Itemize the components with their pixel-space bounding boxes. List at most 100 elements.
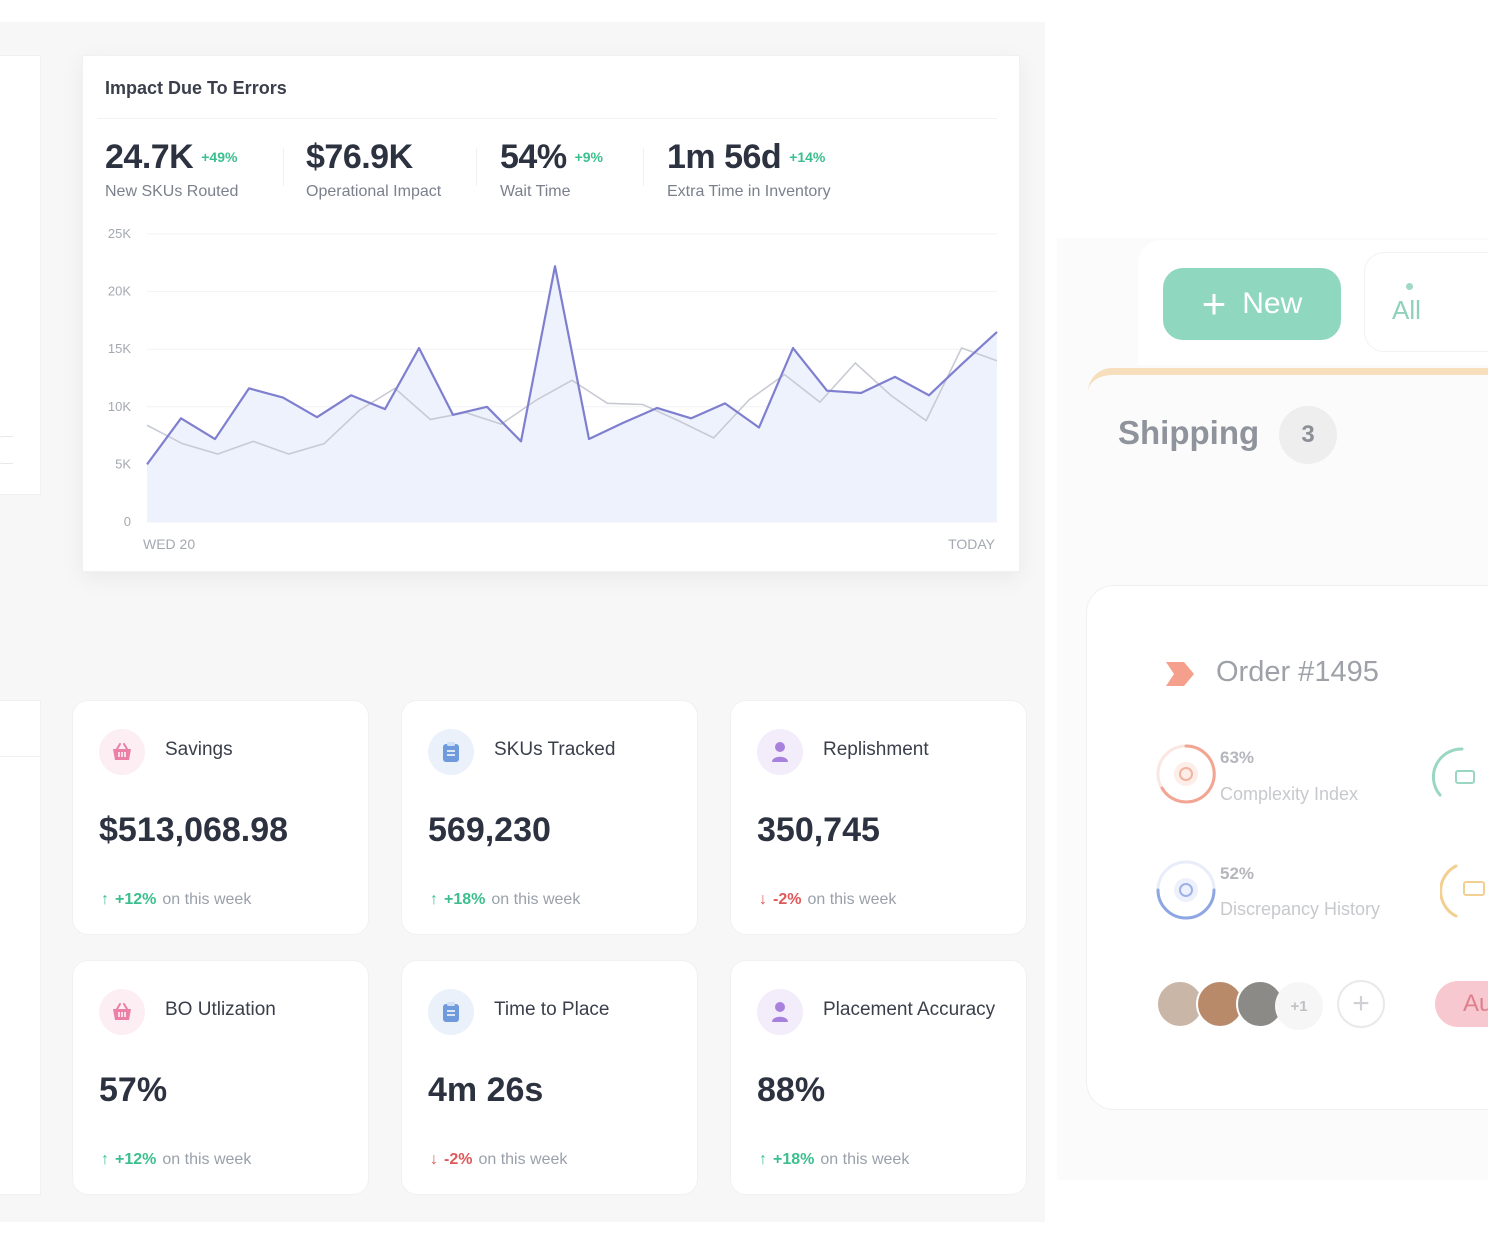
stat-wait-time: 54% +9% Wait Time [500,138,603,201]
briefcase-gauge [1432,747,1475,797]
metric-title: SKUs Tracked [494,739,616,760]
arrow-down-icon: ↓ [430,1151,438,1168]
stat-value: 24.7K [105,138,194,176]
x-tick-label: TODAY [948,536,996,552]
stat-change: +49% [201,149,238,165]
stat-separator [283,148,284,186]
partial-card-left [0,55,41,495]
metric-card[interactable]: Time to Place 4m 26s ↓ -2% on this week [401,960,698,1195]
complexity-gauge [1156,744,1216,804]
stat-value: $76.9K [306,138,413,176]
y-tick-label: 5K [115,456,131,471]
tag-pill[interactable]: Au [1435,981,1488,1027]
metric-footer: ↑ +18% on this week [759,1151,909,1169]
stat-label: Operational Impact [306,183,442,200]
x-tick-label: WED 20 [143,536,195,552]
metric-change: +12% [115,891,157,908]
metric-value: 569,230 [428,811,551,849]
basket-icon [99,729,145,775]
metric-change-suffix: on this week [162,1151,252,1168]
partial-card-nub [0,436,13,464]
add-assignee-button[interactable]: + [1337,980,1385,1028]
stat-label: Extra Time in Inventory [667,183,831,200]
impact-line-chart: 0 5K 10K 15K 20K 25K WED 20 TODAY [108,226,998,552]
arrow-up-icon: ↑ [759,1151,767,1168]
new-button-label: New [1242,287,1303,320]
metric-change-suffix: on this week [820,1151,910,1168]
basket-icon [99,989,145,1035]
tab-indicator-dot [1406,283,1413,290]
metric-change-suffix: on this week [478,1151,568,1168]
discrepancy-gauge [1156,860,1216,920]
stat-value: 54% [500,138,567,176]
arrow-up-icon: ↑ [101,1151,109,1168]
stat-new-skus: 24.7K +49% New SKUs Routed [105,138,238,201]
series-area [147,266,997,522]
arrow-down-icon: ↓ [759,891,767,908]
metric-change-suffix: on this week [807,891,897,908]
stat-label: Wait Time [500,183,571,200]
metric-change: +12% [115,1151,157,1168]
partial-card-divider [0,756,40,757]
metric-change: -2% [773,891,802,908]
stat-separator [476,148,477,186]
gauge-label: Complexity Index [1220,784,1359,804]
metric-title: Savings [165,739,233,760]
clipboard-icon [428,989,474,1035]
y-tick-label: 10K [108,399,131,414]
clipboard-icon [428,729,474,775]
metric-footer: ↓ -2% on this week [759,891,896,909]
y-tick-label: 15K [108,341,131,356]
metric-change-suffix: on this week [491,891,581,908]
impact-card: Impact Due To Errors 24.7K +49% New SKUs … [82,55,1020,572]
user-icon [757,729,803,775]
metric-card[interactable]: Savings $513,068.98 ↑ +12% on this week [72,700,369,935]
stat-operational-impact: $76.9K Operational Impact [306,138,441,201]
metric-title: BO Utlization [165,999,276,1020]
order-title: Order #1495 [1216,656,1379,688]
series-line-primary [146,265,998,466]
impact-divider [97,118,997,119]
metric-card[interactable]: BO Utlization 57% ↑ +12% on this week [72,960,369,1195]
metric-footer: ↑ +18% on this week [430,891,580,909]
stat-extra-time: 1m 56d +14% Extra Time in Inventory [667,138,831,201]
metric-card[interactable]: SKUs Tracked 569,230 ↑ +18% on this week [401,700,698,935]
stat-label: New SKUs Routed [105,183,239,200]
new-button[interactable]: + New [1163,268,1341,340]
tab-all[interactable]: All [1364,252,1488,352]
stat-separator [643,148,644,186]
column-title: Shipping [1118,414,1260,451]
metric-footer: ↑ +12% on this week [101,1151,251,1169]
metric-title: Time to Place [494,999,610,1020]
metric-change: -2% [444,1151,473,1168]
metric-change: +18% [444,891,486,908]
column-count-badge: 3 [1279,406,1337,464]
metric-value: $513,068.98 [99,811,289,849]
metric-value: 57% [99,1071,168,1109]
y-tick-label: 0 [124,514,131,529]
partial-card-left-bottom [0,700,41,1195]
more-assignees-badge[interactable]: +1 [1275,982,1323,1030]
stat-value: 1m 56d [667,138,782,176]
series-line-secondary [146,347,998,455]
arrow-up-icon: ↑ [101,891,109,908]
gauge-percent: 63% [1220,748,1255,767]
flag-icon [1166,662,1194,686]
column-accent-bar [1088,368,1488,398]
gauge-percent: 52% [1220,864,1255,883]
metric-title: Placement Accuracy [823,999,996,1020]
metric-card[interactable]: Placement Accuracy 88% ↑ +18% on this week [730,960,1027,1195]
metric-card[interactable]: Replishment 350,745 ↓ -2% on this week [730,700,1027,935]
tab-all-label: All [1392,295,1421,325]
metric-value: 88% [757,1071,826,1109]
arrow-up-icon: ↑ [430,891,438,908]
metric-change-suffix: on this week [162,891,252,908]
plus-icon: + [1201,280,1227,327]
metric-value: 350,745 [757,811,880,849]
stat-change: +14% [789,149,826,165]
user-icon [757,989,803,1035]
metric-value: 4m 26s [428,1071,544,1109]
metric-footer: ↑ +12% on this week [101,891,251,909]
gauge-label: Discrepancy History [1220,899,1381,919]
impact-title: Impact Due To Errors [105,78,287,98]
